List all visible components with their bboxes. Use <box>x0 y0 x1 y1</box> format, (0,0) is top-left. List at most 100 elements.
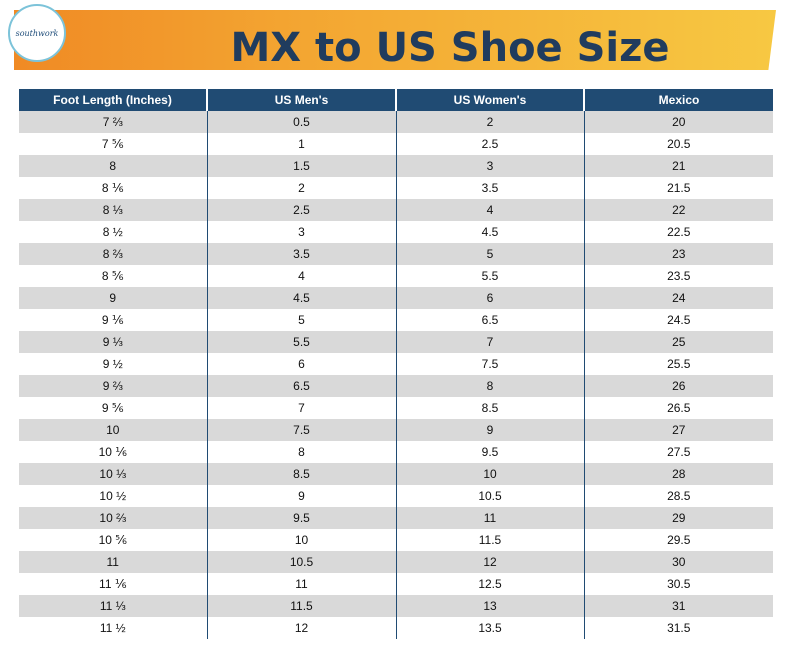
title-banner: MX to US Shoe Size <box>14 10 776 70</box>
mexico-cell: 22 <box>583 199 773 221</box>
table-row: 7 ⅔ 0.5 2 20 <box>19 111 773 133</box>
brand-logo: southwork <box>8 4 66 62</box>
mexico-cell: 31.5 <box>583 617 773 639</box>
foot-length-cell: 9 ⅔ <box>19 375 207 397</box>
mexico-cell: 24 <box>583 287 773 309</box>
table-row: 10 ⅚ 10 11.5 29.5 <box>19 529 773 551</box>
mexico-cell: 20 <box>583 111 773 133</box>
us-men-cell: 6.5 <box>206 375 396 397</box>
foot-length-cell: 9 ⅓ <box>19 331 207 353</box>
us-men-cell: 1 <box>206 133 396 155</box>
table-body: 7 ⅔ 0.5 2 20 7 ⅚ 1 2.5 20.5 8 1.5 3 21 8 ⅙ 2 3.5 21.5 8 … <box>19 111 773 639</box>
mexico-cell: 26 <box>583 375 773 397</box>
us-men-cell: 2.5 <box>206 199 396 221</box>
mexico-cell: 21.5 <box>583 177 773 199</box>
us-women-cell: 11 <box>395 507 584 529</box>
size-conversion-table: Foot Length (Inches) US Men's US Women's… <box>19 89 773 639</box>
mexico-cell: 22.5 <box>583 221 773 243</box>
table-header-row: Foot Length (Inches) US Men's US Women's… <box>19 89 773 111</box>
us-women-cell: 8.5 <box>395 397 584 419</box>
foot-length-cell: 10 ½ <box>19 485 207 507</box>
table-row: 10 ⅔ 9.5 11 29 <box>19 507 773 529</box>
us-women-cell: 13 <box>395 595 584 617</box>
us-men-cell: 9 <box>206 485 396 507</box>
table-row: 8 ⅓ 2.5 4 22 <box>19 199 773 221</box>
column-header-mexico: Mexico <box>583 89 773 111</box>
foot-length-cell: 9 ⅚ <box>19 397 207 419</box>
us-women-cell: 11.5 <box>395 529 584 551</box>
mexico-cell: 24.5 <box>583 309 773 331</box>
foot-length-cell: 10 <box>19 419 207 441</box>
foot-length-cell: 9 <box>19 287 207 309</box>
us-men-cell: 2 <box>206 177 396 199</box>
us-women-cell: 4.5 <box>395 221 584 243</box>
foot-length-cell: 10 ⅔ <box>19 507 207 529</box>
table-row: 7 ⅚ 1 2.5 20.5 <box>19 133 773 155</box>
mexico-cell: 25 <box>583 331 773 353</box>
us-men-cell: 4.5 <box>206 287 396 309</box>
table-row: 9 ⅔ 6.5 8 26 <box>19 375 773 397</box>
us-women-cell: 2 <box>395 111 584 133</box>
mexico-cell: 21 <box>583 155 773 177</box>
foot-length-cell: 9 ⅙ <box>19 309 207 331</box>
table-row: 9 4.5 6 24 <box>19 287 773 309</box>
foot-length-cell: 7 ⅔ <box>19 111 207 133</box>
us-women-cell: 12 <box>395 551 584 573</box>
mexico-cell: 29.5 <box>583 529 773 551</box>
table-row: 9 ⅚ 7 8.5 26.5 <box>19 397 773 419</box>
foot-length-cell: 8 ⅚ <box>19 265 207 287</box>
us-women-cell: 5.5 <box>395 265 584 287</box>
table-row: 10 ⅙ 8 9.5 27.5 <box>19 441 773 463</box>
foot-length-cell: 10 ⅚ <box>19 529 207 551</box>
mexico-cell: 27 <box>583 419 773 441</box>
mexico-cell: 27.5 <box>583 441 773 463</box>
column-header-us-women: US Women's <box>395 89 584 111</box>
us-men-cell: 1.5 <box>206 155 396 177</box>
us-men-cell: 7 <box>206 397 396 419</box>
foot-length-cell: 8 ½ <box>19 221 207 243</box>
us-men-cell: 11 <box>206 573 396 595</box>
us-women-cell: 6 <box>395 287 584 309</box>
logo-text: southwork <box>15 28 59 38</box>
us-women-cell: 10 <box>395 463 584 485</box>
foot-length-cell: 11 ½ <box>19 617 207 639</box>
us-women-cell: 5 <box>395 243 584 265</box>
us-women-cell: 7.5 <box>395 353 584 375</box>
us-men-cell: 4 <box>206 265 396 287</box>
us-women-cell: 9 <box>395 419 584 441</box>
foot-length-cell: 10 ⅓ <box>19 463 207 485</box>
foot-length-cell: 8 ⅔ <box>19 243 207 265</box>
table-row: 11 ⅓ 11.5 13 31 <box>19 595 773 617</box>
us-men-cell: 3 <box>206 221 396 243</box>
page-title: MX to US Shoe Size <box>230 25 670 71</box>
foot-length-cell: 8 ⅙ <box>19 177 207 199</box>
us-men-cell: 3.5 <box>206 243 396 265</box>
mexico-cell: 31 <box>583 595 773 617</box>
table-row: 11 ⅙ 11 12.5 30.5 <box>19 573 773 595</box>
us-men-cell: 5 <box>206 309 396 331</box>
mexico-cell: 25.5 <box>583 353 773 375</box>
table-row: 9 ½ 6 7.5 25.5 <box>19 353 773 375</box>
us-women-cell: 8 <box>395 375 584 397</box>
us-men-cell: 8.5 <box>206 463 396 485</box>
foot-length-cell: 11 ⅙ <box>19 573 207 595</box>
table-row: 8 1.5 3 21 <box>19 155 773 177</box>
mexico-cell: 28.5 <box>583 485 773 507</box>
us-men-cell: 7.5 <box>206 419 396 441</box>
us-women-cell: 13.5 <box>395 617 584 639</box>
table-row: 11 10.5 12 30 <box>19 551 773 573</box>
table-row: 8 ⅔ 3.5 5 23 <box>19 243 773 265</box>
table-row: 10 ½ 9 10.5 28.5 <box>19 485 773 507</box>
mexico-cell: 29 <box>583 507 773 529</box>
table-row: 9 ⅙ 5 6.5 24.5 <box>19 309 773 331</box>
mexico-cell: 23.5 <box>583 265 773 287</box>
table-row: 10 7.5 9 27 <box>19 419 773 441</box>
table-row: 11 ½ 12 13.5 31.5 <box>19 617 773 639</box>
us-women-cell: 9.5 <box>395 441 584 463</box>
foot-length-cell: 11 ⅓ <box>19 595 207 617</box>
us-women-cell: 10.5 <box>395 485 584 507</box>
foot-length-cell: 8 ⅓ <box>19 199 207 221</box>
us-women-cell: 2.5 <box>395 133 584 155</box>
mexico-cell: 28 <box>583 463 773 485</box>
table-row: 9 ⅓ 5.5 7 25 <box>19 331 773 353</box>
